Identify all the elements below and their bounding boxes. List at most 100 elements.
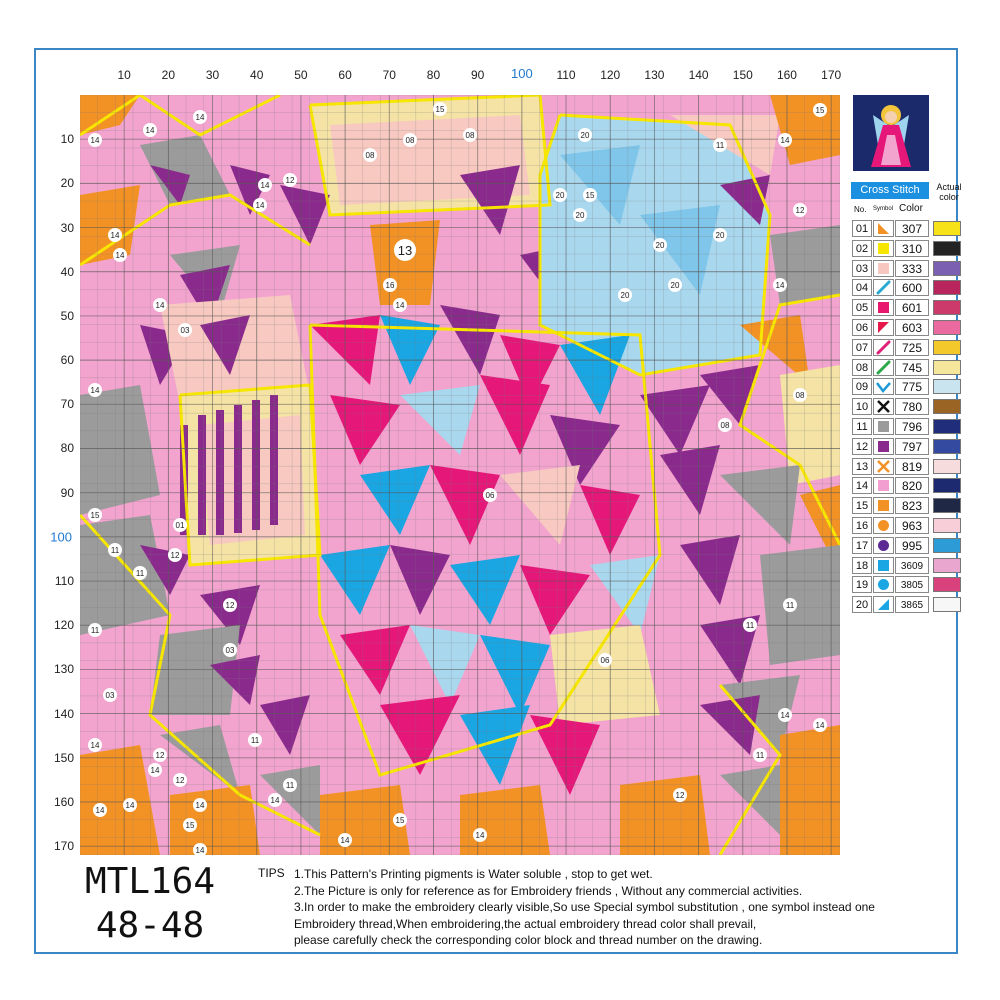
legend-row-number: 20 [852,596,872,614]
region-number-label: 11 [88,623,102,637]
legend-row-symbol [873,299,894,317]
preview-dress-detail [881,135,901,165]
label-circle [108,543,122,557]
legend-row-thread-code: 995 [895,536,929,554]
region-number-label: 14 [813,718,827,732]
region-number-label: 12 [793,203,807,217]
circle-symbol-icon [878,520,889,531]
legend-row-actual-color-swatch [933,359,961,375]
legend-row-number: 19 [852,576,872,594]
label-number: 06 [601,656,610,665]
square-symbol-shape [878,262,889,274]
patch-orange [460,785,550,855]
label-circle [573,208,587,222]
square-symbol-shape [878,480,889,492]
x-tick-label: 130 [644,68,665,82]
patch-magenta [520,565,590,635]
legend-row-thread-code: 823 [895,497,929,515]
y-tick-label: 120 [53,618,74,633]
patch-magenta [500,335,560,405]
region-number-label: 08 [463,128,477,142]
cross-symbol-shape [877,400,890,414]
label-circle [248,733,262,747]
region-number-label: 15 [183,818,197,832]
label-number: 11 [111,546,120,555]
legend-row-thread-code: 820 [895,477,929,495]
legend-row-thread-code: 775 [895,378,929,396]
patch-blue [320,545,390,615]
legend-row-thread-code: 333 [895,259,929,277]
x-tick-label: 10 [117,68,131,82]
model-number: MTL164 [84,861,216,902]
y-tick-label: 30 [60,220,74,235]
label-number: 08 [366,151,375,160]
label-number: 14 [126,801,135,810]
label-circle [778,708,792,722]
region-number-label: 14 [778,133,792,147]
label-number: 14 [476,831,485,840]
label-number: 16 [386,281,395,290]
legend-row-number: 10 [852,398,872,416]
label-number: 20 [576,211,585,220]
legend-row-actual-color-swatch [933,240,961,256]
legend-row-thread-code: 307 [895,220,929,237]
x-tick-label: 70 [382,68,396,82]
region-number-label: 12 [223,598,237,612]
outline [80,95,281,137]
patch-purple [280,185,330,245]
label-number: 11 [91,626,100,635]
label-circle [173,518,187,532]
label-circle [148,763,162,777]
patch-lightblue [410,625,480,705]
patch-purple [460,165,520,235]
label-number: 14 [396,301,405,310]
legend-row-thread-code: 3609 [895,556,929,574]
label-circle [713,138,727,152]
patch-blue [480,635,550,715]
legend-row-actual-color-swatch [933,557,961,573]
legend-row: 04 600 [851,279,965,298]
region-number-label: 20 [668,278,682,292]
label-circle [193,110,207,124]
angel-preview-icon [853,95,929,171]
legend-row-thread-code: 310 [895,239,929,257]
region-number-label: 15 [88,508,102,522]
cross-symbol-shape [877,400,890,414]
legend-row-symbol [873,457,894,475]
legend-row-actual-color-swatch [933,498,961,514]
square-symbol-shape [878,242,889,254]
region-number-label: 08 [403,133,417,147]
region-number-label: 14 [253,198,267,212]
label-number: 12 [176,776,185,785]
legend-row-symbol [873,358,894,376]
label-number: 20 [556,191,565,200]
patch-gray [80,515,170,635]
circle-symbol-shape [878,539,889,551]
label-circle [108,228,122,242]
outline [538,113,772,377]
legend-row-thread-code: 780 [895,398,929,416]
label-circle [258,178,272,192]
square-symbol-icon [878,559,889,571]
y-tick-label: 150 [53,750,74,765]
x-tick-label: 60 [338,68,352,82]
tips-line: please carefully check the corresponding… [294,933,763,947]
preview-face [885,111,897,123]
patch-gray [770,225,840,305]
legend-row-thread-code: 603 [895,319,929,336]
patch-lightpink [500,465,580,545]
outline [80,513,321,837]
label-number: 12 [171,551,180,560]
legend-row: 01 307 [851,220,965,239]
legend-row-thread-code: 797 [895,437,929,455]
legend-row-number: 11 [852,418,872,435]
label-circle [463,128,477,142]
legend-row-number: 01 [852,220,872,237]
label-number: 01 [176,521,185,530]
label-number: 11 [756,751,765,760]
legend-row-actual-color-swatch [933,518,961,533]
label-circle [383,278,397,292]
region-number-label: 08 [718,418,732,432]
label-circle [223,643,237,657]
patch-gray [150,625,240,715]
